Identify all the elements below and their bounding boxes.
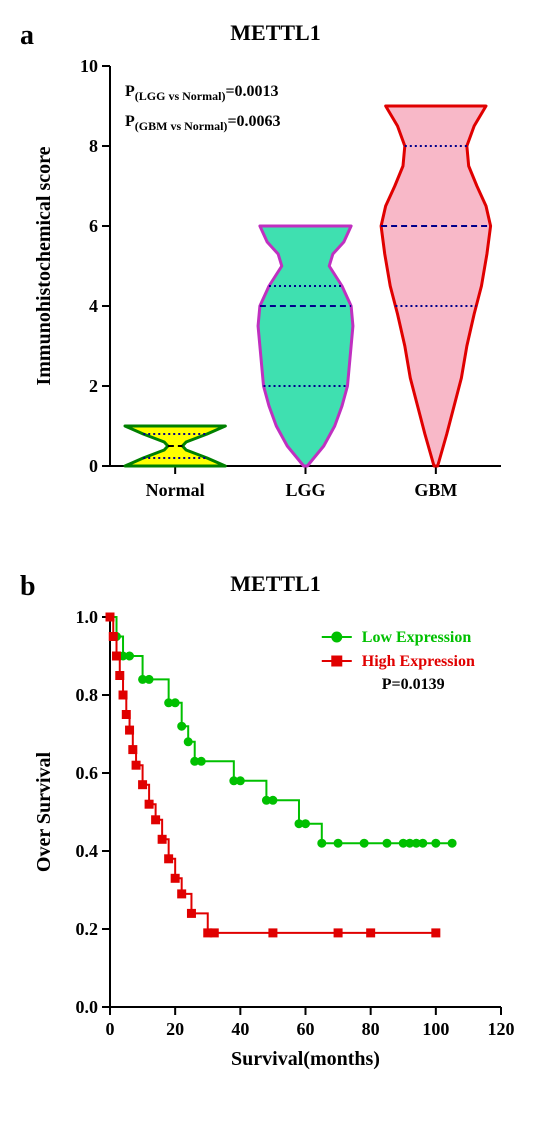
svg-text:20: 20 <box>166 1019 184 1039</box>
svg-text:10: 10 <box>80 56 98 76</box>
svg-text:0: 0 <box>89 456 98 476</box>
survival-chart: 0.0 0.2 0.4 0.6 0.8 1.0 0 20 40 60 80 100 120 Over Su… <box>20 597 531 1077</box>
svg-text:40: 40 <box>231 1019 249 1039</box>
svg-text:Over Survival: Over Survival <box>33 751 55 872</box>
panel-a: a METTL1 0 2 4 6 8 10 Immunohistochemical scor… <box>20 20 531 531</box>
svg-text:GBM: GBM <box>414 480 457 500</box>
svg-text:1.0: 1.0 <box>76 607 99 627</box>
svg-text:60: 60 <box>297 1019 315 1039</box>
svg-text:4: 4 <box>89 296 98 316</box>
panel-b: b METTL1 0.0 0.2 0.4 0.6 0.8 1.0 0 20 40 60 80 100 1… <box>20 571 531 1082</box>
svg-text:0.2: 0.2 <box>76 919 99 939</box>
svg-text:Low Expression: Low Expression <box>362 629 472 646</box>
figure: a METTL1 0 2 4 6 8 10 Immunohistochemical scor… <box>20 20 531 1082</box>
svg-text:100: 100 <box>422 1019 449 1039</box>
svg-text:0.0: 0.0 <box>76 997 99 1017</box>
violin-chart: 0 2 4 6 8 10 Immunohistochemical score Normal LG… <box>20 46 531 526</box>
svg-text:80: 80 <box>362 1019 380 1039</box>
svg-text:2: 2 <box>89 376 98 396</box>
svg-text:P(GBM vs Normal)=0.0063: P(GBM vs Normal)=0.0063 <box>125 113 281 133</box>
svg-text:0.8: 0.8 <box>76 685 99 705</box>
svg-text:LGG: LGG <box>285 480 325 500</box>
panel-a-title: METTL1 <box>20 20 531 46</box>
panel-a-label: a <box>20 20 34 52</box>
svg-text:High Expression: High Expression <box>362 653 475 670</box>
svg-text:P(LGG vs Normal)=0.0013: P(LGG vs Normal)=0.0013 <box>125 83 279 103</box>
svg-text:0: 0 <box>106 1019 115 1039</box>
svg-text:0.4: 0.4 <box>76 841 99 861</box>
svg-text:Normal: Normal <box>146 480 205 500</box>
panel-b-title: METTL1 <box>20 571 531 597</box>
panel-b-label: b <box>20 571 36 603</box>
svg-text:P=0.0139: P=0.0139 <box>382 676 445 693</box>
svg-text:Survival(months): Survival(months) <box>231 1048 380 1070</box>
svg-text:8: 8 <box>89 136 98 156</box>
svg-text:120: 120 <box>488 1019 515 1039</box>
svg-text:0.6: 0.6 <box>76 763 99 783</box>
svg-text:6: 6 <box>89 216 98 236</box>
svg-text:Immunohistochemical score: Immunohistochemical score <box>33 146 55 385</box>
